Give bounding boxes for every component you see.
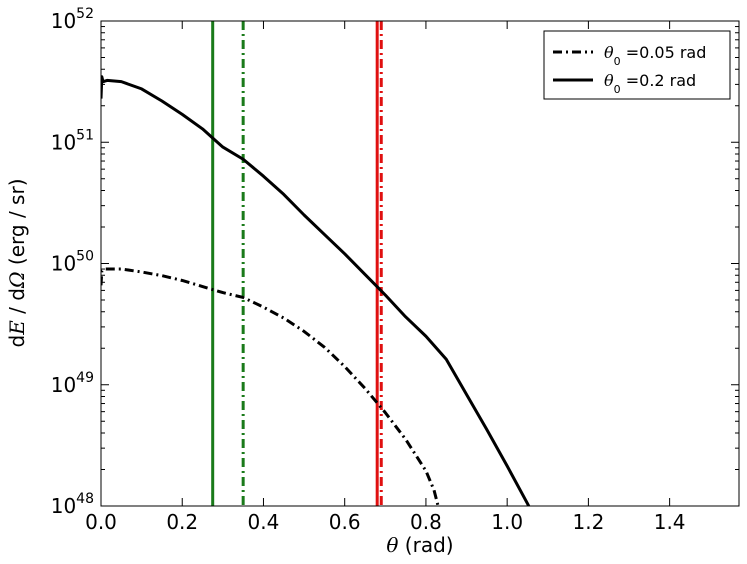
plot-area bbox=[101, 21, 739, 506]
series-line-theta005 bbox=[101, 267, 440, 506]
legend-sub-theta005: 0 bbox=[614, 55, 621, 68]
legend-label-theta005: θ0 =0.05 rad bbox=[604, 43, 706, 68]
legend-box bbox=[543, 30, 731, 100]
y-axis-label: dE / dΩ (erg / sr) bbox=[5, 179, 29, 348]
x-axis: 0.0 0.2 0.4 0.6 0.8 1.0 1.2 1.4 bbox=[85, 21, 686, 534]
x-axis-label-symbol: θ bbox=[386, 533, 398, 557]
series-line-theta02 bbox=[101, 75, 531, 506]
y-tick-label-0: 1048 bbox=[51, 491, 94, 518]
y-tick-base-1: 10 bbox=[51, 373, 76, 397]
y-axis-label-E: E bbox=[5, 320, 29, 336]
legend: θ0 =0.05 rad θ0 =0.2 rad bbox=[543, 30, 731, 100]
x-tick-label-1: 0.2 bbox=[166, 510, 198, 534]
y-axis-label-omega: Ω bbox=[5, 271, 29, 289]
x-tick-label-6: 1.2 bbox=[572, 510, 604, 534]
y-tick-label-3: 1051 bbox=[51, 127, 94, 154]
legend-sub-theta02: 0 bbox=[614, 83, 621, 96]
legend-symbol-theta005: θ bbox=[604, 43, 614, 62]
y-tick-base-4: 10 bbox=[51, 9, 76, 33]
legend-symbol-theta02: θ bbox=[604, 71, 614, 90]
y-axis-label-d: d bbox=[5, 335, 29, 348]
y-tick-exp-1: 49 bbox=[76, 370, 94, 386]
y-tick-label-4: 1052 bbox=[51, 6, 94, 33]
y-axis-label-unit: (erg / sr) bbox=[5, 179, 29, 272]
x-tick-label-3: 0.6 bbox=[329, 510, 361, 534]
y-tick-base-0: 10 bbox=[51, 494, 76, 518]
series-lines bbox=[101, 75, 531, 506]
x-tick-label-5: 1.0 bbox=[491, 510, 523, 534]
x-axis-label: θ (rad) bbox=[386, 533, 453, 557]
y-tick-label-2: 1050 bbox=[51, 249, 94, 276]
y-tick-base-2: 10 bbox=[51, 252, 76, 276]
vertical-lines bbox=[211, 21, 383, 506]
y-tick-exp-2: 50 bbox=[76, 249, 94, 265]
y-tick-exp-4: 52 bbox=[76, 6, 94, 22]
x-tick-label-4: 0.8 bbox=[410, 510, 442, 534]
x-tick-label-7: 1.4 bbox=[654, 510, 686, 534]
legend-label-theta02: θ0 =0.2 rad bbox=[604, 71, 696, 96]
x-tick-label-2: 0.4 bbox=[248, 510, 280, 534]
y-tick-exp-0: 48 bbox=[76, 491, 94, 507]
legend-rest-theta005: =0.05 rad bbox=[621, 43, 707, 62]
x-tick-label-0: 0.0 bbox=[85, 510, 117, 534]
x-axis-label-unit: (rad) bbox=[398, 533, 453, 557]
y-tick-label-1: 1049 bbox=[51, 370, 94, 397]
y-tick-exp-3: 51 bbox=[76, 127, 94, 143]
y-tick-base-3: 10 bbox=[51, 130, 76, 154]
legend-rest-theta02: =0.2 rad bbox=[621, 71, 697, 90]
y-axis-label-mid: / d bbox=[5, 288, 29, 320]
